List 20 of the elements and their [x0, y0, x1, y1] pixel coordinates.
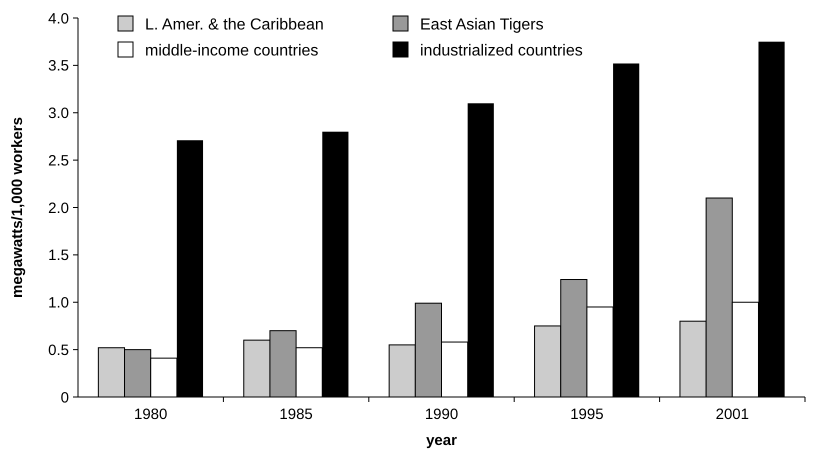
y-tick-label: 1.5 [48, 247, 69, 264]
x-tick-label: 1995 [570, 406, 604, 423]
x-tick-label: 1985 [279, 406, 313, 423]
y-tick-label: 2.5 [48, 152, 69, 170]
legend-label: East Asian Tigers [420, 16, 544, 34]
x-tick-label: 1980 [134, 406, 168, 423]
x-tick-label: 2001 [716, 406, 749, 423]
y-tick-label: 3.0 [48, 105, 69, 122]
y-tick-label: 1.0 [48, 294, 69, 312]
y-tick-label: 0 [60, 389, 69, 406]
y-tick-label: 0.5 [48, 342, 69, 359]
x-tick-label: 1990 [424, 406, 458, 423]
y-axis-title: megawatts/1,000 workers [9, 117, 26, 298]
legend-label: middle-income countries [145, 42, 318, 60]
x-axis-title: year [426, 432, 458, 449]
y-tick-label: 2.0 [48, 200, 69, 217]
y-tick-label: 4.0 [48, 10, 69, 28]
legend-label: industrialized countries [420, 42, 583, 60]
y-tick-label: 3.5 [48, 58, 69, 75]
legend-label: L. Amer. & the Caribbean [145, 16, 324, 34]
